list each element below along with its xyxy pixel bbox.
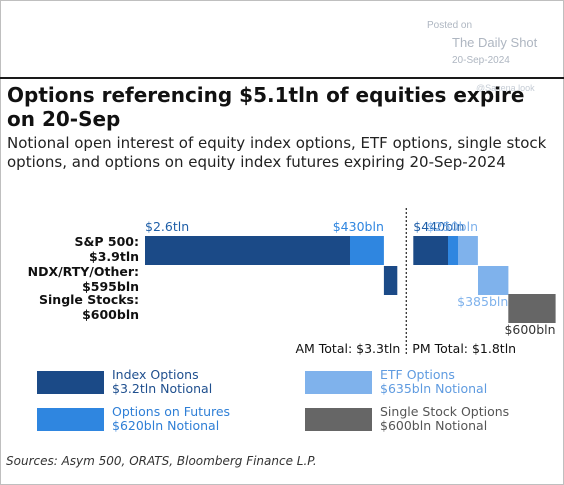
am-bar-options-on-futures-s-p-500 <box>350 236 384 265</box>
am-data-label-options-on-futures-s-p-500: $430bln <box>333 219 384 234</box>
watermark-source: The Daily Shot <box>452 35 538 50</box>
pm-data-label-single-stock-options-single-stocks: $600bln <box>504 322 555 337</box>
title-rule <box>0 77 564 79</box>
pm-data-label-etf-options-s-p-500: $250bln <box>427 219 478 234</box>
pm-bar-etf-options-ndx-rty-other <box>478 266 509 295</box>
legend-label-etf-options: ETF Options $635bln Notional <box>380 368 487 396</box>
pm-data-label-etf-options-ndx-rty-other: $385bln <box>457 294 508 309</box>
legend-series-name: Options on Futures <box>112 404 231 419</box>
row-label-s-p-500: S&P 500: $3.9tln <box>74 234 139 264</box>
am-data-label-index-options-s-p-500: $2.6tln <box>145 219 189 234</box>
legend-series-notional: $3.2tln Notional <box>112 381 213 396</box>
legend-swatch-etf-options <box>305 371 372 394</box>
row-label-single-stocks: Single Stocks: $600bln <box>39 292 139 322</box>
legend-label-options-on-futures: Options on Futures $620bln Notional <box>112 405 230 433</box>
legend-series-name: Index Options <box>112 367 199 382</box>
legend-swatch-single-stock-options <box>305 408 372 431</box>
pm-bar-single-stock-options-single-stocks <box>508 294 556 323</box>
legend-series-name: Single Stock Options <box>380 404 510 419</box>
pm-bar-etf-options-s-p-500 <box>458 236 478 265</box>
pm-bar-options-on-futures-s-p-500 <box>448 236 459 265</box>
am-bar-index-options-ndx-rty-other <box>383 266 398 295</box>
legend-series-name: ETF Options <box>380 367 455 382</box>
legend-series-notional: $635bln Notional <box>380 381 488 396</box>
watermark-date: 20-Sep-2024 <box>452 55 510 66</box>
source-note: Sources: Asym 500, ORATS, Bloomberg Fina… <box>6 454 317 468</box>
pm-data-label-index-options-s-p-500: $440bln <box>413 219 464 234</box>
legend-swatch-index-options <box>37 371 104 394</box>
chart-title: Options referencing $5.1tln of equities … <box>7 83 525 131</box>
legend-swatch-options-on-futures <box>37 408 104 431</box>
am-bar-index-options-s-p-500 <box>145 236 350 265</box>
chart-subtitle: Notional open interest of equity index o… <box>7 134 547 171</box>
row-label-ndx-rty-other: NDX/RTY/Other: $595bln <box>28 264 139 294</box>
watermark-posted: Posted on <box>427 20 473 31</box>
pm-bar-index-options-s-p-500 <box>413 236 448 265</box>
legend-series-notional: $600bln Notional <box>380 418 488 433</box>
watermark-copyright: @Saxena look <box>476 83 535 93</box>
legend-label-index-options: Index Options $3.2tln Notional <box>112 368 212 396</box>
legend-label-single-stock-options: Single Stock Options $600bln Notional <box>380 405 509 433</box>
legend-series-notional: $620bln Notional <box>112 418 220 433</box>
am-total-label: AM Total: $3.3tln <box>295 341 400 356</box>
pm-total-label: PM Total: $1.8tln <box>412 341 516 356</box>
